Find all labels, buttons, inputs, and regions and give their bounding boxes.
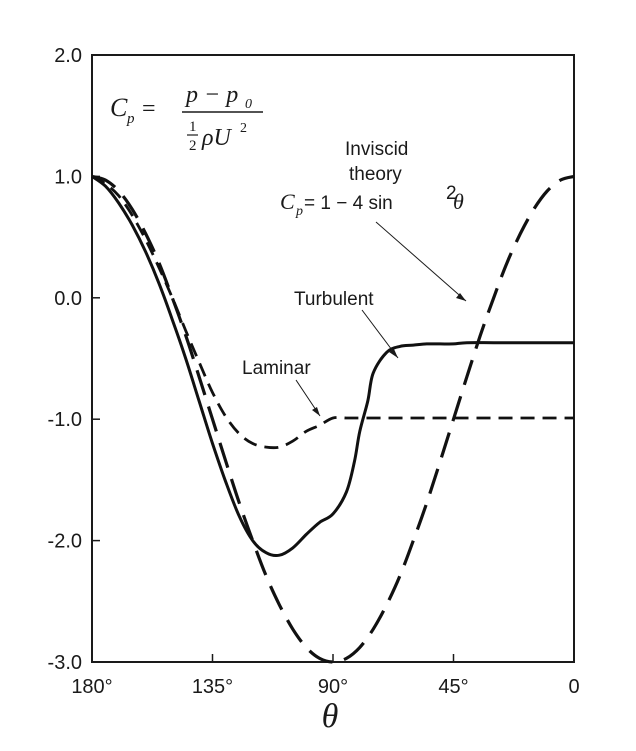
x-tick-label: 180°	[71, 676, 112, 698]
turbulent-annotation: Turbulent	[294, 289, 399, 359]
formula-lhs: C	[110, 93, 128, 122]
y-axis-ticks: 2.0 1.0 0.0 -1.0 -2.0 -3.0	[48, 45, 100, 674]
inviscid-formula-theta: θ	[453, 189, 464, 214]
formula-lhs-sub: p	[126, 111, 135, 127]
x-tick-label: 90°	[318, 676, 348, 698]
y-tick-label: -1.0	[48, 409, 82, 431]
x-tick-label: 45°	[438, 676, 468, 698]
formula-equals: =	[142, 96, 156, 122]
x-axis-label: θ	[322, 698, 339, 735]
plot-frame	[91, 54, 575, 663]
series-line-inviscid-theory	[91, 174, 575, 664]
series-line-laminar	[91, 175, 574, 450]
x-tick-label: 0	[568, 676, 579, 698]
inviscid-formula-sub: p	[295, 204, 303, 219]
cp-definition-formula: C p = p − p 0 1 2 ρU 2	[110, 82, 263, 154]
y-tick-label: -2.0	[48, 531, 82, 553]
inviscid-label-line1: Inviscid	[345, 139, 408, 160]
inviscid-pointer	[375, 221, 467, 302]
x-axis-ticks: 180° 135° 90° 45° 0	[71, 654, 580, 698]
series-line-turbulent	[91, 175, 574, 557]
y-tick-label: -3.0	[48, 652, 82, 674]
inviscid-formula-sup: 2	[446, 183, 457, 204]
formula-denominator: ρU	[201, 125, 233, 151]
formula-half-den: 2	[189, 138, 197, 154]
formula-half-num: 1	[189, 119, 197, 135]
series-layer	[91, 174, 575, 664]
y-tick-label: 2.0	[54, 45, 82, 67]
laminar-label: Laminar	[242, 358, 311, 379]
formula-numerator-sub: 0	[245, 97, 252, 112]
inviscid-formula-lhs: C	[280, 189, 295, 214]
inviscid-arrowhead	[456, 293, 466, 301]
laminar-annotation: Laminar	[242, 358, 321, 417]
x-tick-label: 135°	[192, 676, 233, 698]
formula-denominator-sup: 2	[240, 121, 247, 136]
y-tick-label: 0.0	[54, 288, 82, 310]
inviscid-formula-rest: = 1 − 4 sin	[304, 193, 393, 214]
turbulent-label: Turbulent	[294, 289, 374, 310]
laminar-arrowhead	[312, 407, 320, 416]
turbulent-arrowhead	[389, 349, 398, 358]
y-tick-label: 1.0	[54, 166, 82, 188]
formula-numerator: p − p	[184, 82, 238, 108]
inviscid-annotation: Inviscid theory C p = 1 − 4 sin 2 θ	[280, 139, 467, 302]
turbulent-pointer	[361, 309, 399, 359]
inviscid-label-line2: theory	[349, 164, 402, 185]
